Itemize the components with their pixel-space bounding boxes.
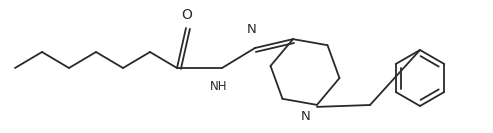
Text: N: N <box>247 23 257 36</box>
Text: O: O <box>181 8 192 22</box>
Text: NH: NH <box>210 80 228 93</box>
Text: N: N <box>301 110 311 123</box>
